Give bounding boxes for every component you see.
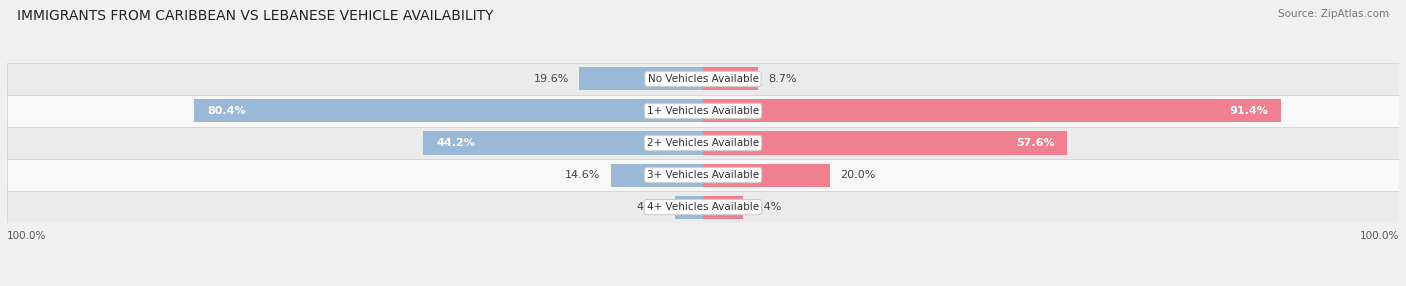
Text: 100.0%: 100.0% bbox=[1360, 231, 1399, 241]
Text: 44.2%: 44.2% bbox=[436, 138, 475, 148]
Text: IMMIGRANTS FROM CARIBBEAN VS LEBANESE VEHICLE AVAILABILITY: IMMIGRANTS FROM CARIBBEAN VS LEBANESE VE… bbox=[17, 9, 494, 23]
Bar bbox=[703, 132, 1067, 154]
Text: 80.4%: 80.4% bbox=[207, 106, 246, 116]
Bar bbox=[7, 95, 1399, 127]
Bar bbox=[703, 100, 1281, 122]
Text: 14.6%: 14.6% bbox=[565, 170, 600, 180]
Bar bbox=[7, 127, 1399, 159]
Bar bbox=[610, 164, 703, 186]
Text: 20.0%: 20.0% bbox=[839, 170, 875, 180]
Text: 8.7%: 8.7% bbox=[768, 74, 797, 84]
Text: 100.0%: 100.0% bbox=[7, 231, 46, 241]
Bar bbox=[703, 196, 744, 219]
Text: Source: ZipAtlas.com: Source: ZipAtlas.com bbox=[1278, 9, 1389, 19]
Bar bbox=[7, 159, 1399, 191]
Bar bbox=[7, 191, 1399, 223]
Text: 2+ Vehicles Available: 2+ Vehicles Available bbox=[647, 138, 759, 148]
Text: 57.6%: 57.6% bbox=[1017, 138, 1054, 148]
Text: 19.6%: 19.6% bbox=[533, 74, 569, 84]
Bar bbox=[194, 100, 703, 122]
Text: 3+ Vehicles Available: 3+ Vehicles Available bbox=[647, 170, 759, 180]
Bar bbox=[703, 67, 758, 90]
Text: 1+ Vehicles Available: 1+ Vehicles Available bbox=[647, 106, 759, 116]
Bar bbox=[7, 63, 1399, 95]
Bar bbox=[579, 67, 703, 90]
Text: 91.4%: 91.4% bbox=[1230, 106, 1268, 116]
Text: No Vehicles Available: No Vehicles Available bbox=[648, 74, 758, 84]
Text: 4+ Vehicles Available: 4+ Vehicles Available bbox=[647, 202, 759, 212]
Bar bbox=[703, 164, 830, 186]
Text: 6.4%: 6.4% bbox=[754, 202, 782, 212]
Bar bbox=[675, 196, 703, 219]
Text: 4.4%: 4.4% bbox=[637, 202, 665, 212]
Bar bbox=[423, 132, 703, 154]
